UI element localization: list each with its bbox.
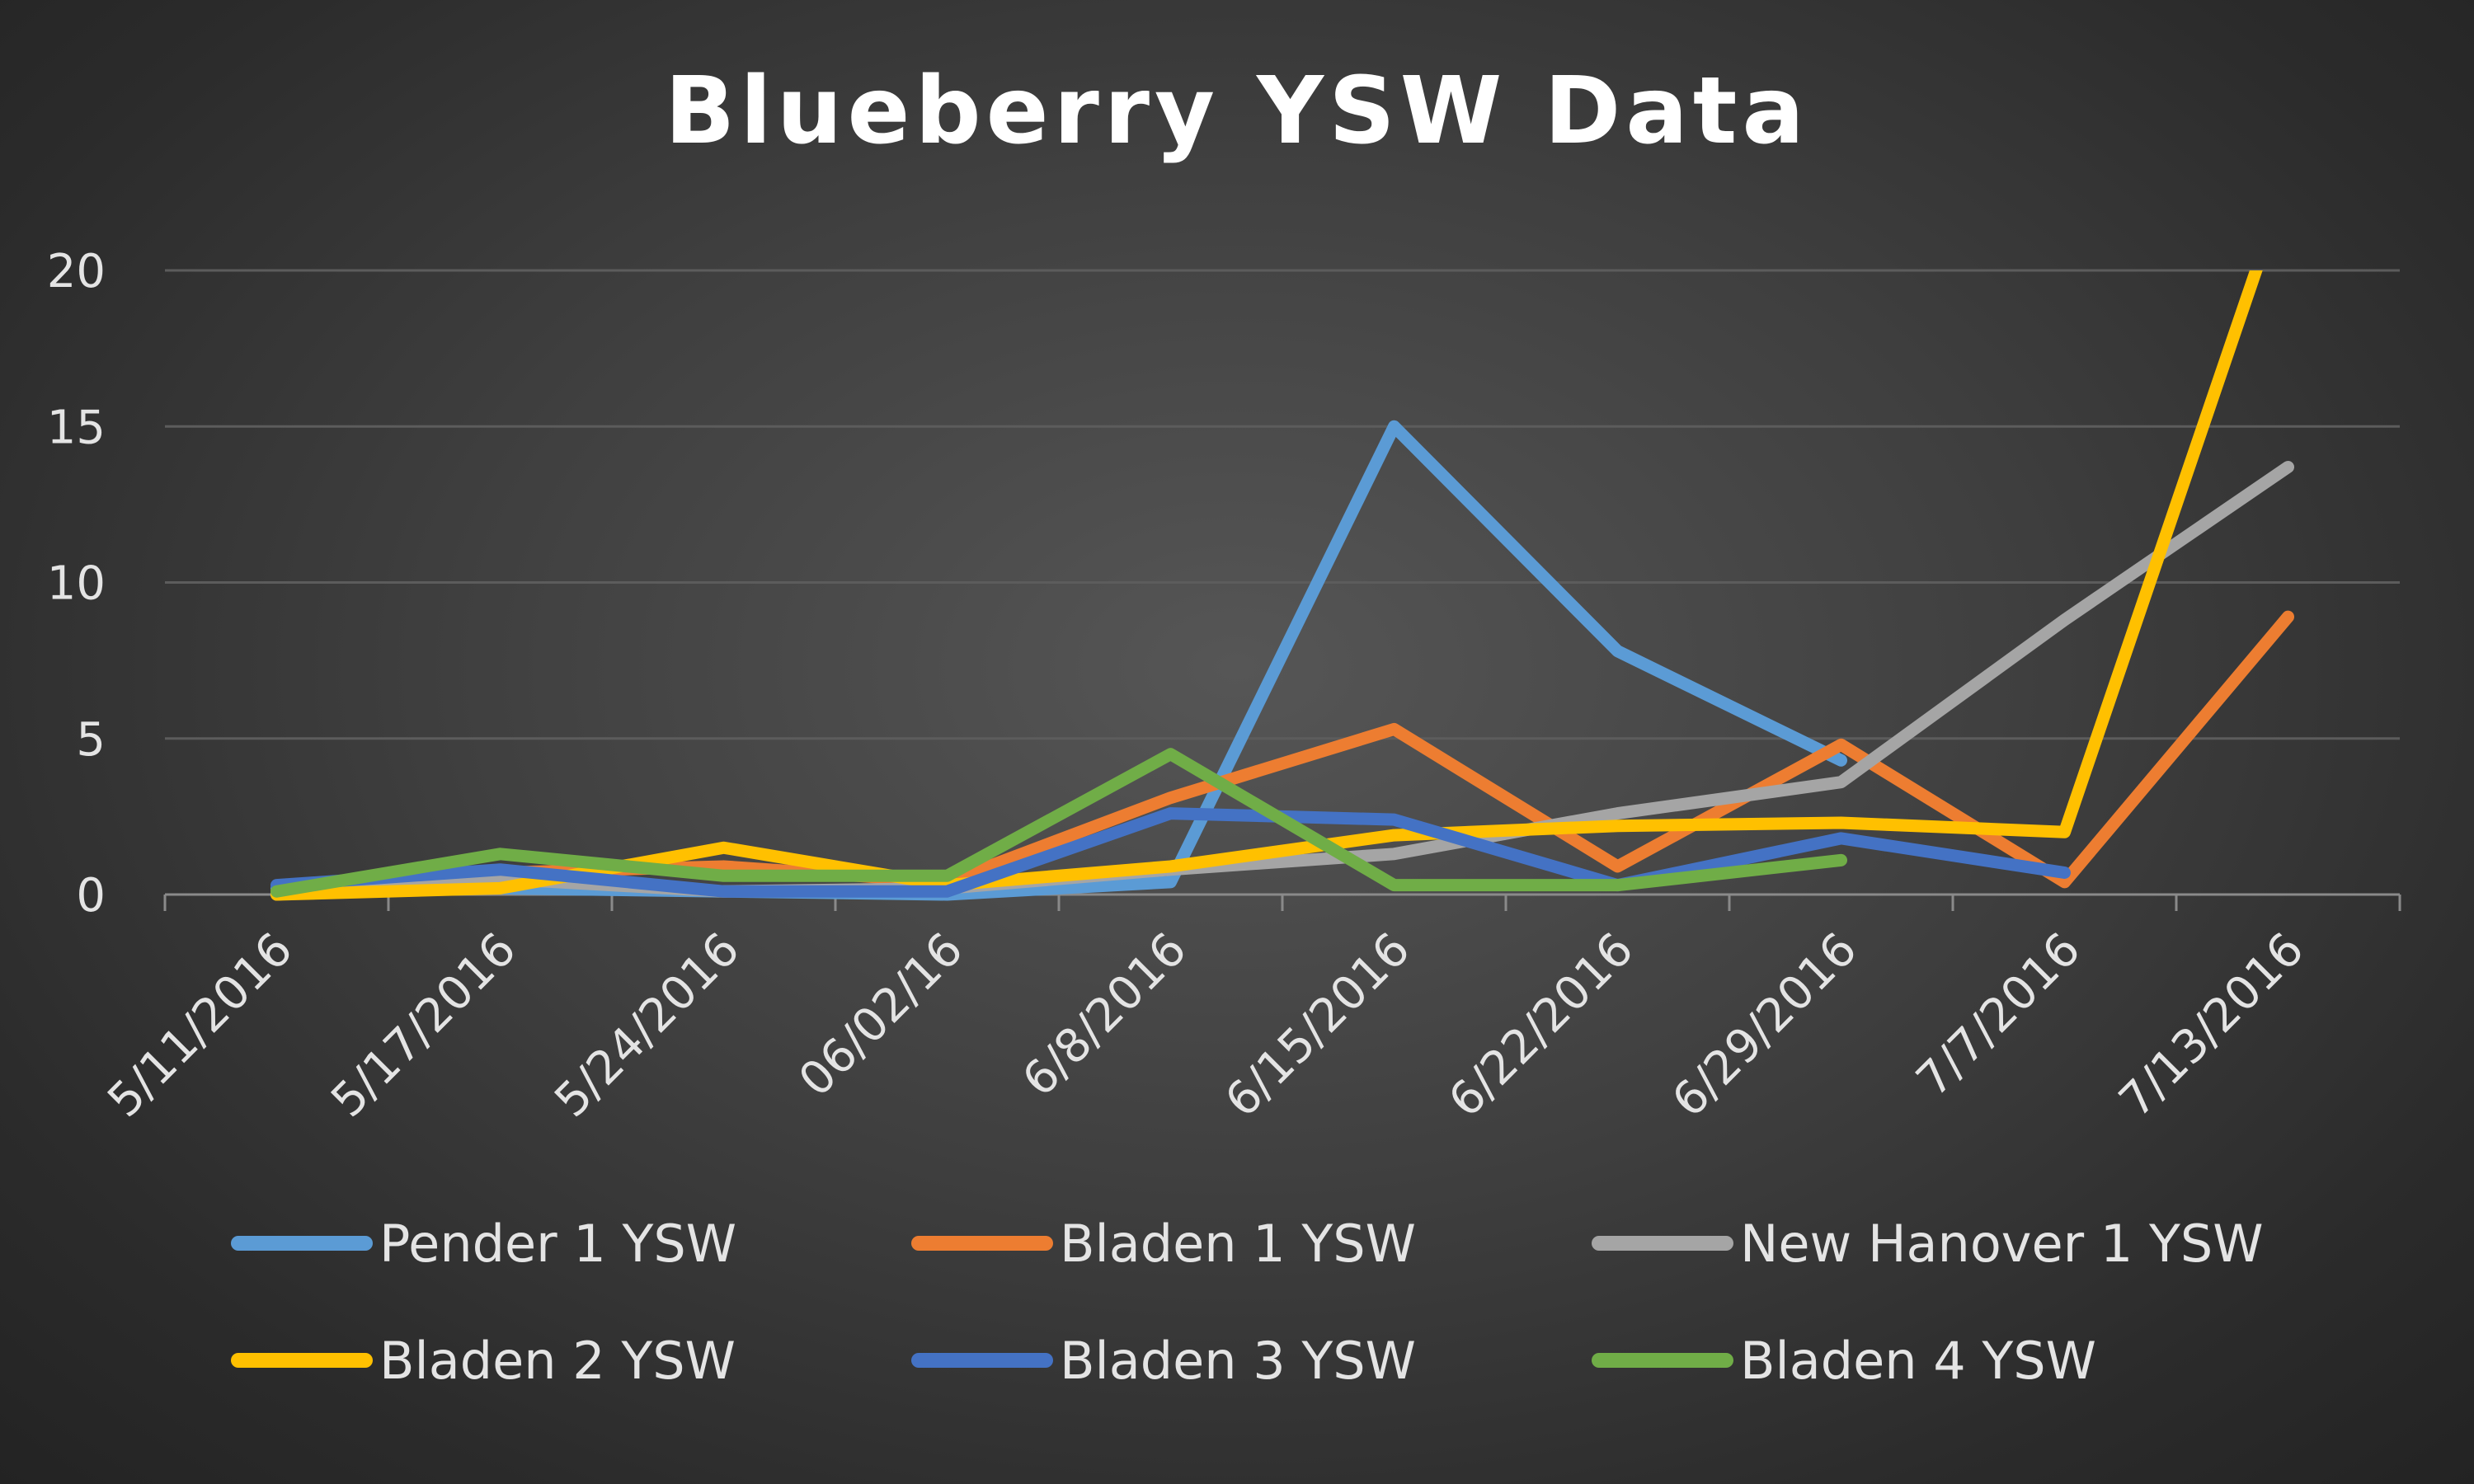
- y-tick-label: 15: [47, 401, 106, 454]
- chart-title: Blueberry YSW Data: [664, 58, 1809, 165]
- legend-swatch: [1592, 1353, 1733, 1368]
- y-tick-label: 10: [47, 557, 106, 611]
- legend-item: Pender 1 YSW: [231, 1210, 736, 1276]
- legend-label: Bladen 1 YSW: [1060, 1213, 1416, 1274]
- x-tick-label: 6/29/2016: [1662, 923, 1867, 1128]
- legend-item: New Hanover 1 YSW: [1592, 1210, 2264, 1276]
- legend-swatch: [231, 1236, 373, 1251]
- y-tick-label: 5: [76, 713, 106, 767]
- legend-swatch: [911, 1353, 1053, 1368]
- legend-item: Bladen 2 YSW: [231, 1327, 736, 1393]
- series-line: [270, 807, 2071, 898]
- x-tick-label: 5/17/2016: [321, 923, 526, 1128]
- series-line: [270, 270, 2263, 901]
- legend-label: Pender 1 YSW: [379, 1213, 737, 1274]
- x-tick-label: 6/8/2016: [1013, 923, 1197, 1107]
- series-line: [270, 748, 1847, 898]
- x-tick-label: 5/11/2016: [97, 923, 303, 1128]
- x-tick-label: 6/15/2016: [1215, 923, 1420, 1128]
- legend-swatch: [231, 1353, 373, 1368]
- legend-swatch: [911, 1236, 1053, 1251]
- legend-item: Bladen 3 YSW: [911, 1327, 1416, 1393]
- x-tick-label: 5/24/2016: [544, 923, 750, 1128]
- x-tick-label: 7/13/2016: [2109, 923, 2314, 1128]
- x-tick-label: 06/02/16: [789, 923, 974, 1107]
- legend-item: Bladen 1 YSW: [911, 1210, 1416, 1276]
- x-tick-label: 7/7/2016: [1907, 923, 2091, 1107]
- legend-label: New Hanover 1 YSW: [1740, 1213, 2264, 1274]
- x-tick-label: 6/22/2016: [1438, 923, 1644, 1128]
- legend-swatch: [1592, 1236, 1733, 1251]
- legend-label: Bladen 3 YSW: [1060, 1330, 1416, 1391]
- legend-label: Bladen 4 YSW: [1740, 1330, 2096, 1391]
- series-line: [270, 420, 1847, 901]
- legend-item: Bladen 4 YSW: [1592, 1327, 2096, 1393]
- y-tick-label: 20: [47, 245, 106, 298]
- legend-label: Bladen 2 YSW: [379, 1330, 736, 1391]
- y-tick-label: 0: [76, 869, 106, 923]
